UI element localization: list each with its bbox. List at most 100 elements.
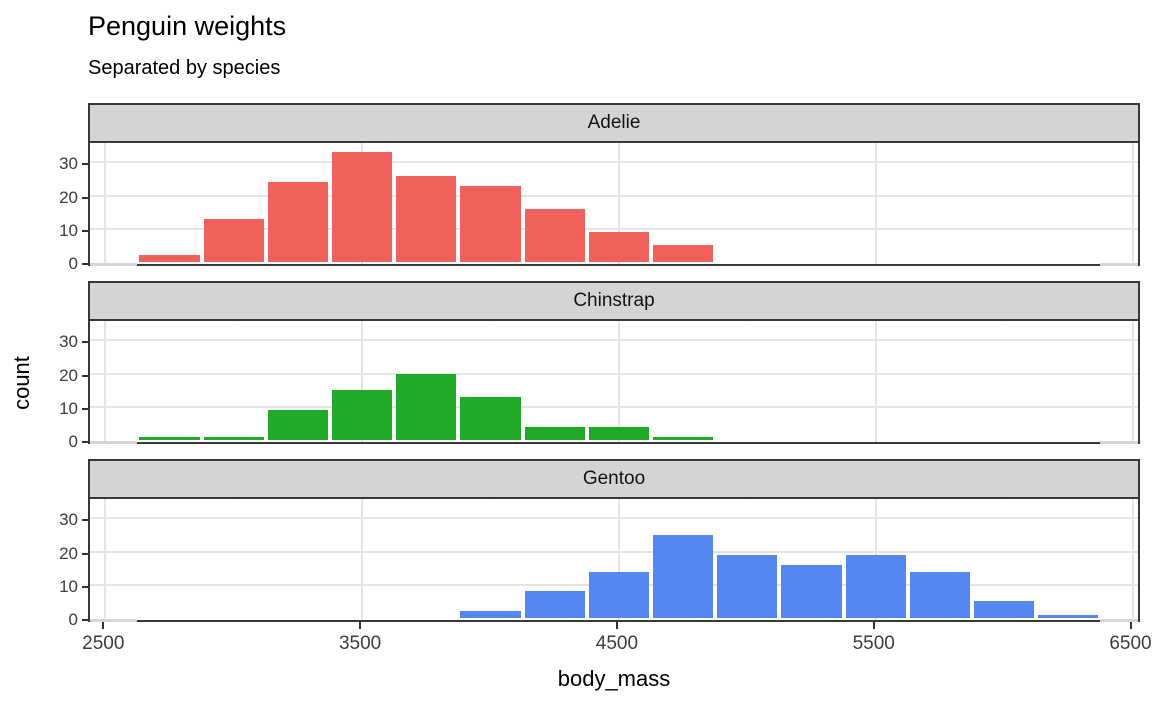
- axis-edge-notch: [1100, 619, 1138, 622]
- facet-strip-adelie: Adelie: [88, 103, 1140, 143]
- y-tick-label: 10: [59, 576, 78, 596]
- y-tick-label: 0: [68, 254, 78, 273]
- histogram-bar: [267, 410, 328, 440]
- gridline-major: [1131, 143, 1134, 264]
- y-tick-mark: [82, 619, 88, 621]
- gridline-major: [90, 405, 1138, 408]
- histogram-bar: [653, 245, 714, 262]
- facet-panel-adelie: [88, 143, 1140, 266]
- gridline-major: [1131, 321, 1134, 442]
- gridline-minor: [90, 244, 91, 246]
- histogram-bar: [139, 255, 200, 262]
- x-tick-label: 3500: [338, 633, 382, 654]
- gridline-minor: [90, 356, 91, 357]
- y-tick-mark: [82, 441, 88, 443]
- y-tick-label: 20: [59, 365, 78, 385]
- y-tick-mark: [82, 585, 88, 588]
- gridline-major: [361, 499, 364, 620]
- gridline-minor: [90, 178, 91, 179]
- plot-subtitle: Separated by species: [88, 57, 281, 79]
- gridline-major: [104, 321, 107, 442]
- axis-edge-notch: [90, 263, 138, 266]
- gridline-minor: [90, 500, 91, 502]
- histogram-bar: [588, 232, 649, 262]
- gridline-minor: [90, 600, 91, 602]
- y-tick-label: 30: [59, 510, 78, 530]
- plot-title: Penguin weights: [88, 11, 287, 41]
- gridline-minor: [1004, 499, 1006, 500]
- y-tick-mark: [82, 552, 88, 555]
- facet-panel-chinstrap: [88, 321, 1140, 444]
- y-tick-label: 20: [59, 187, 78, 207]
- histogram-bar: [524, 426, 585, 440]
- x-axis-title: body_mass: [557, 666, 671, 691]
- facet-panel-gentoo: [88, 499, 1140, 622]
- x-tick-label: 4500: [595, 633, 639, 654]
- y-tick-label: 0: [68, 432, 78, 451]
- histogram-bar: [203, 218, 264, 262]
- gridline-minor: [90, 322, 91, 324]
- gridline-major: [617, 499, 620, 620]
- y-tick-mark: [82, 341, 88, 344]
- histogram-bar: [332, 390, 393, 440]
- x-tick-mark: [102, 622, 105, 629]
- histogram-bar: [845, 554, 906, 618]
- gridline-major: [90, 227, 1138, 230]
- gridline-major: [361, 321, 364, 442]
- gridline-minor: [747, 143, 749, 144]
- y-axis-title: count: [9, 356, 34, 410]
- histogram-bar: [139, 436, 200, 440]
- y-tick-mark: [82, 407, 88, 410]
- gridline-minor: [90, 534, 91, 535]
- gridline-major: [874, 321, 877, 442]
- histogram-bar: [460, 185, 521, 262]
- axis-edge-notch: [1100, 263, 1138, 266]
- histogram-bar: [524, 208, 585, 262]
- gridline-major: [104, 143, 107, 264]
- x-tick-label: 2500: [82, 633, 125, 654]
- histogram-bar: [267, 182, 328, 262]
- y-tick-mark: [82, 374, 88, 377]
- gridline-minor: [90, 211, 91, 213]
- gridline-minor: [90, 567, 91, 569]
- gridline-minor: [1004, 143, 1006, 144]
- gridline-major: [617, 321, 620, 442]
- facet-strip-label: Gentoo: [582, 468, 646, 489]
- y-tick-mark: [82, 163, 88, 166]
- gridline-minor: [490, 499, 492, 500]
- y-tick-label: 30: [59, 154, 78, 174]
- y-tick-mark: [82, 229, 88, 232]
- facet-strip-gentoo: Gentoo: [88, 459, 1140, 499]
- x-tick-mark: [1129, 622, 1132, 629]
- gridline-major: [90, 517, 1138, 520]
- gridline-minor: [490, 143, 492, 144]
- y-tick-label: 10: [59, 220, 78, 240]
- gridline-minor: [747, 321, 749, 322]
- y-tick-label: 20: [59, 543, 78, 563]
- x-tick-mark: [615, 622, 618, 629]
- gridline-minor: [1004, 321, 1006, 322]
- histogram-bar: [396, 175, 457, 262]
- gridline-major: [90, 372, 1138, 375]
- gridline-minor: [490, 321, 492, 322]
- x-tick-label: 5500: [852, 633, 895, 654]
- histogram-bar: [909, 571, 970, 618]
- histogram-bar: [653, 436, 714, 440]
- y-tick-label: 30: [59, 332, 78, 352]
- histogram-bar: [588, 426, 649, 440]
- histogram-bar: [332, 152, 393, 262]
- x-tick-mark: [359, 622, 362, 629]
- histogram-bar: [781, 564, 842, 618]
- gridline-major: [617, 143, 620, 264]
- histogram-bar: [396, 373, 457, 440]
- y-tick-label: 10: [59, 398, 78, 418]
- gridline-minor: [90, 389, 91, 391]
- gridline-minor: [233, 321, 235, 322]
- axis-edge-notch: [90, 619, 138, 622]
- gridline-minor: [747, 499, 749, 500]
- facet-strip-chinstrap: Chinstrap: [88, 281, 1140, 321]
- gridline-minor: [233, 143, 235, 144]
- y-tick-mark: [82, 519, 88, 522]
- gridline-major: [90, 194, 1138, 197]
